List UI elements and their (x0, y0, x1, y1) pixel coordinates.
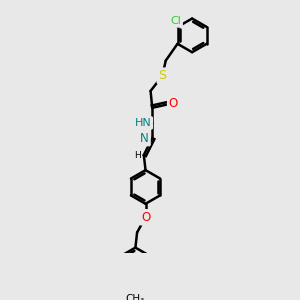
Text: Cl: Cl (170, 16, 181, 26)
Text: H: H (134, 151, 140, 160)
Text: O: O (169, 97, 178, 110)
Text: S: S (158, 69, 166, 82)
Text: HN: HN (135, 118, 152, 128)
Text: O: O (141, 211, 150, 224)
Text: CH₃: CH₃ (126, 294, 145, 300)
Text: N: N (140, 132, 149, 145)
